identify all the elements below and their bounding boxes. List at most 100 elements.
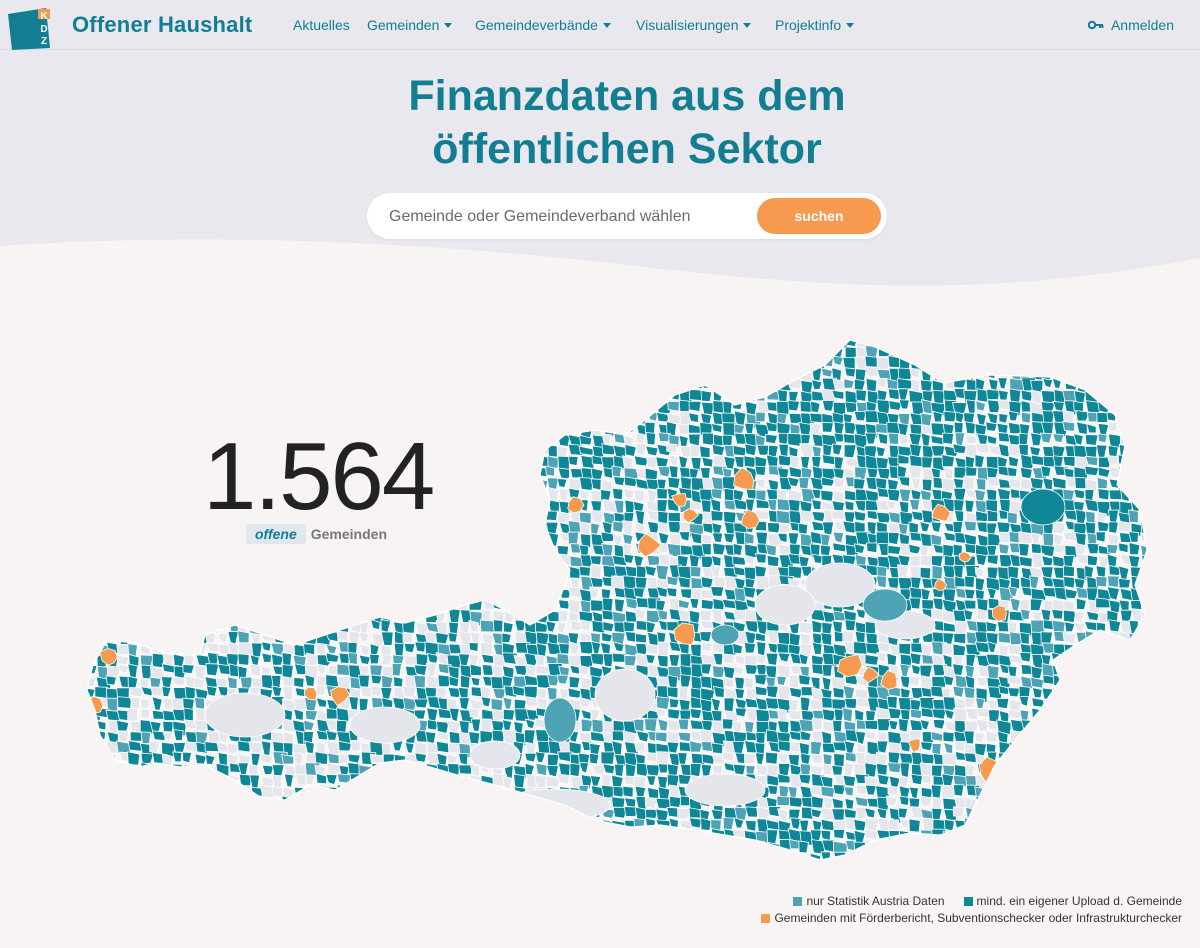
municipality-cell[interactable] (217, 632, 229, 643)
municipality-cell[interactable] (578, 356, 590, 372)
municipality-cell[interactable] (381, 597, 395, 610)
municipality-cell[interactable] (447, 379, 459, 395)
municipality-cell[interactable] (86, 533, 100, 548)
municipality-cell[interactable] (1051, 740, 1064, 754)
municipality-cell[interactable] (424, 796, 439, 808)
municipality-cell[interactable] (1053, 850, 1069, 865)
municipality-cell[interactable] (1095, 840, 1108, 856)
municipality-cell[interactable] (513, 478, 525, 494)
municipality-cell[interactable] (468, 642, 479, 653)
municipality-cell[interactable] (853, 841, 867, 855)
municipality-cell[interactable] (512, 400, 526, 415)
municipality-cell[interactable] (382, 510, 396, 522)
municipality-cell[interactable] (1018, 357, 1031, 370)
municipality-cell[interactable] (138, 564, 153, 576)
municipality-cell[interactable] (470, 521, 487, 536)
municipality-cell[interactable] (689, 740, 704, 753)
municipality-cell[interactable] (534, 599, 551, 612)
municipality-cell[interactable] (381, 355, 396, 369)
municipality-cell[interactable] (776, 850, 787, 863)
municipality-cell[interactable] (129, 850, 142, 862)
municipality-cell[interactable] (920, 840, 936, 857)
municipality-cell[interactable] (1120, 863, 1129, 870)
municipality-cell[interactable] (205, 346, 219, 361)
municipality-cell[interactable] (415, 455, 429, 471)
municipality-cell[interactable] (392, 500, 404, 514)
municipality-cell[interactable] (1063, 764, 1076, 781)
municipality-cell[interactable] (150, 828, 163, 845)
municipality-cell[interactable] (360, 795, 371, 810)
municipality-cell[interactable] (524, 752, 537, 763)
municipality-cell[interactable] (281, 795, 293, 807)
municipality-cell[interactable] (239, 412, 250, 424)
municipality-cell[interactable] (1097, 731, 1110, 743)
municipality-cell[interactable] (514, 520, 530, 536)
municipality-cell[interactable] (381, 433, 395, 446)
municipality-cell[interactable] (292, 631, 305, 644)
municipality-cell[interactable] (490, 421, 507, 434)
municipality-cell[interactable] (326, 335, 340, 348)
municipality-cell[interactable] (535, 840, 548, 855)
municipality-cell[interactable] (205, 500, 218, 512)
municipality-cell[interactable] (930, 335, 943, 345)
municipality-cell[interactable] (943, 335, 957, 346)
municipality-cell[interactable] (348, 478, 364, 495)
municipality-cell[interactable] (1108, 786, 1123, 798)
municipality-cell[interactable] (679, 828, 692, 842)
municipality-cell[interactable] (261, 487, 274, 499)
municipality-cell[interactable] (261, 841, 276, 855)
municipality-cell[interactable] (1018, 808, 1030, 820)
municipality-cell[interactable] (151, 619, 167, 631)
municipality-cell[interactable] (492, 336, 507, 348)
municipality-cell[interactable] (238, 379, 250, 390)
municipality-cell[interactable] (1152, 345, 1155, 356)
municipality-cell[interactable] (1128, 336, 1144, 352)
municipality-cell[interactable] (249, 599, 262, 616)
municipality-cell[interactable] (227, 389, 239, 406)
municipality-cell[interactable] (261, 499, 273, 511)
municipality-cell[interactable] (149, 773, 162, 788)
municipality-cell[interactable] (448, 410, 463, 426)
municipality-cell[interactable] (393, 850, 405, 864)
municipality-cell[interactable] (909, 675, 921, 687)
municipality-cell[interactable] (325, 531, 340, 548)
municipality-cell[interactable] (745, 598, 757, 609)
municipality-cell[interactable] (85, 445, 98, 461)
municipality-cell[interactable] (171, 487, 183, 499)
municipality-cell[interactable] (415, 345, 429, 357)
municipality-cell[interactable] (952, 643, 967, 657)
municipality-cell[interactable] (1097, 520, 1110, 532)
municipality-cell[interactable] (1085, 729, 1101, 743)
municipality-cell[interactable] (832, 467, 846, 480)
municipality-cell[interactable] (976, 335, 990, 349)
municipality-cell[interactable] (424, 819, 439, 832)
municipality-cell[interactable] (502, 577, 516, 593)
municipality-cell[interactable] (414, 741, 428, 756)
municipality-cell[interactable] (404, 368, 415, 381)
municipality-cell[interactable] (875, 456, 890, 470)
municipality-cell[interactable] (182, 335, 196, 348)
municipality-cell[interactable] (732, 555, 747, 566)
municipality-cell[interactable] (85, 544, 97, 561)
municipality-cell[interactable] (349, 510, 361, 521)
municipality-cell[interactable] (964, 840, 978, 854)
municipality-cell[interactable] (447, 454, 461, 471)
municipality-cell[interactable] (1052, 665, 1067, 677)
municipality-cell[interactable] (183, 434, 195, 447)
municipality-cell[interactable] (479, 476, 494, 491)
municipality-cell[interactable] (820, 785, 836, 798)
municipality-cell[interactable] (1151, 456, 1155, 468)
municipality-cell[interactable] (765, 665, 778, 679)
municipality-cell[interactable] (281, 587, 295, 604)
municipality-cell[interactable] (1152, 708, 1155, 718)
municipality-cell[interactable] (196, 422, 210, 439)
municipality-cell[interactable] (292, 542, 303, 557)
municipality-cell[interactable] (545, 764, 559, 778)
municipality-cell[interactable] (710, 510, 724, 522)
municipality-cell[interactable] (932, 597, 944, 612)
municipality-cell[interactable] (525, 344, 541, 358)
municipality-cell[interactable] (1151, 357, 1155, 366)
municipality-cell[interactable] (118, 839, 130, 850)
municipality-cell[interactable] (756, 641, 767, 657)
municipality-cell[interactable] (875, 762, 888, 776)
